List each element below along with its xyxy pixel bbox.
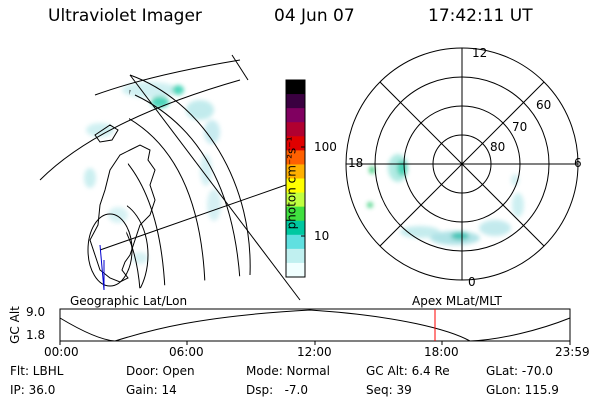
- gain-info: Gain: 14: [126, 383, 177, 397]
- time-tick-0600: 06:00: [169, 345, 204, 359]
- apex-caption: Apex MLat/MLT: [412, 294, 502, 308]
- ip-info: IP: 36.0: [10, 383, 56, 397]
- colorbar-segment: [286, 178, 305, 194]
- colorbar-segment: [286, 136, 305, 151]
- time-tick-2359: 23:59: [555, 345, 590, 359]
- colorbar-segment: [286, 150, 305, 166]
- colorbar-tick-10: 10: [314, 229, 330, 243]
- altitude-curve: [59, 309, 571, 342]
- colorbar-segment: [286, 220, 305, 236]
- coastline: [89, 144, 156, 283]
- colorbar-segment: [286, 192, 305, 208]
- altitude-strip: [59, 308, 571, 345]
- alt-axis-label: GC Alt: [7, 306, 22, 344]
- time-tick-1800: 18:00: [424, 345, 459, 359]
- geographic-map: [39, 54, 301, 301]
- polar-plot: [345, 47, 579, 281]
- door-info: Door: Open: [126, 364, 195, 378]
- colorbar: [285, 79, 306, 278]
- lat-label-70: 70: [512, 120, 528, 134]
- colorbar-segment: [286, 262, 305, 278]
- lat-label-80: 80: [490, 140, 506, 154]
- lat-label-60: 60: [536, 98, 552, 112]
- colorbar-segment: [286, 80, 305, 95]
- dsp-info: Dsp: -7.0: [246, 383, 309, 397]
- colorbar-segment: [286, 164, 305, 180]
- observation-time: 17:42:11 UT: [428, 6, 533, 26]
- colorbar-segment: [286, 122, 305, 137]
- colorbar-segment: [286, 108, 305, 123]
- polar-aurora-emission: [367, 154, 524, 245]
- colorbar-segment: [286, 94, 305, 109]
- time-tick-0000: 00:00: [44, 345, 79, 359]
- mlt-label-0: 0: [468, 275, 476, 289]
- mlt-label-18: 18: [348, 156, 364, 170]
- glat-info: GLat: -70.0: [486, 364, 553, 378]
- mode-info: Mode: Normal: [246, 364, 330, 378]
- colorbar-tick-100: 100: [314, 140, 337, 154]
- colorbar-segment: [286, 248, 305, 264]
- observation-date: 04 Jun 07: [274, 6, 355, 26]
- time-tick-1200: 12:00: [297, 345, 332, 359]
- colorbar-segment: [286, 206, 305, 222]
- colorbar-border: [285, 79, 306, 278]
- filter-info: Flt: LBHL: [10, 364, 64, 378]
- gc-alt-info: GC Alt: 6.4 Re: [366, 364, 450, 378]
- colorbar-unit-label: photon cm⁻²s⁻¹: [284, 136, 299, 230]
- map-caption: Geographic Lat/Lon: [70, 294, 188, 308]
- alt-tick-1-8: 1.8: [26, 328, 46, 342]
- seq-info: Seq: 39: [366, 383, 412, 397]
- alt-tick-9: 9.0: [26, 305, 46, 319]
- mlt-label-12: 12: [472, 46, 488, 60]
- mlt-label-6: 6: [574, 156, 582, 170]
- image-title: Ultraviolet Imager: [48, 6, 202, 26]
- glon-info: GLon: 115.9: [486, 383, 559, 397]
- colorbar-segment: [286, 234, 305, 250]
